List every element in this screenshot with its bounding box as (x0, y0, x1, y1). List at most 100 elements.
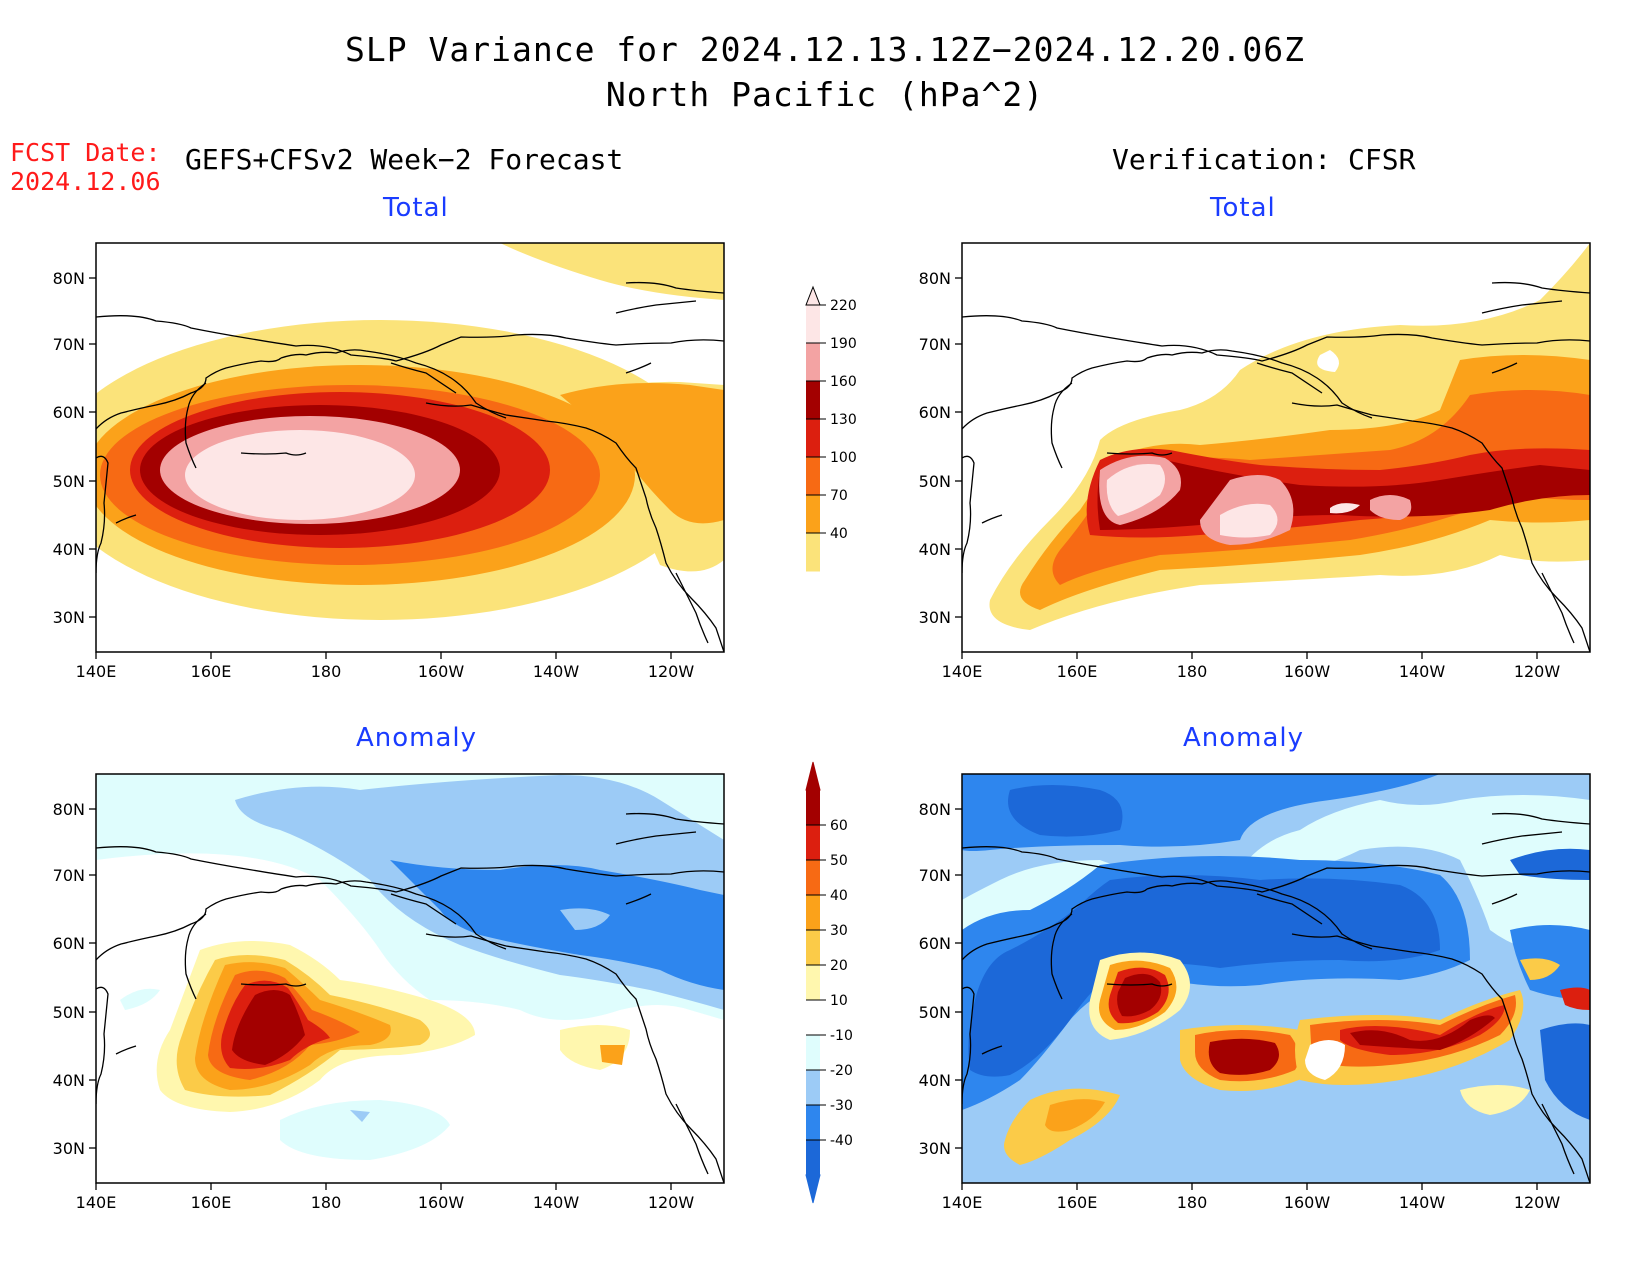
colorbar-label: 220 (830, 298, 857, 314)
fcst-label: FCST Date: (10, 138, 161, 167)
lon-tick-label: 160W (418, 662, 465, 681)
forecast-header: GEFS+CFSv2 Week−2 Forecast (185, 143, 624, 176)
colorbar-swatch (806, 305, 820, 343)
colorbar-swatch (806, 381, 820, 419)
lon-tick-label: 180 (1177, 662, 1208, 681)
lat-tick-label: 70N (53, 335, 85, 354)
lat-tick-label: 80N (53, 800, 85, 819)
colorbar-swatch (806, 965, 820, 1000)
main-subtitle: North Pacific (hPa^2) (605, 75, 1045, 114)
lat-tick-label: 70N (919, 866, 951, 885)
colorbar-arrow-top (805, 285, 821, 306)
lon-tick-label: 120W (1514, 662, 1561, 681)
lon-tick-label: 140W (533, 662, 580, 681)
colorbar-label: 20 (830, 958, 848, 974)
forecast-anomaly-frame (95, 773, 725, 1184)
colorbar-label: 130 (830, 412, 857, 428)
verification-anomaly-frame (961, 773, 1591, 1184)
colorbar-swatch (806, 825, 820, 860)
colorbar-arrow-bottom (805, 1174, 821, 1204)
lon-tick-label: 160W (1284, 1193, 1331, 1212)
lon-tick-label: 180 (311, 1193, 342, 1212)
lon-tick-label: 160E (1057, 662, 1098, 681)
lon-tick-label: 160E (191, 662, 232, 681)
lon-tick-label: 160W (418, 1193, 465, 1212)
colorbar-swatch (806, 895, 820, 930)
lat-tick-label: 50N (919, 472, 951, 491)
verification-total-frame (961, 242, 1591, 653)
lat-tick-label: 60N (53, 934, 85, 953)
verification-anomaly-map (962, 774, 1590, 1183)
colorbar-label: 160 (830, 374, 857, 390)
lon-tick-label: 140W (1399, 1193, 1446, 1212)
lon-tick-label: 140E (76, 662, 117, 681)
forecast-anomaly-map (96, 774, 724, 1183)
lon-tick-label: 140W (1399, 662, 1446, 681)
colorbar-label: 10 (830, 993, 848, 1009)
panel-subtitle-forecast-anomaly: Anomaly (356, 723, 478, 753)
panel-subtitle-verification-anomaly: Anomaly (1183, 723, 1305, 753)
axes-ticks: 30N 40N 50N 60N 70N 80N 140E 160E 180 160W 140W 120… (53, 269, 1561, 1212)
lon-tick-label: 160E (191, 1193, 232, 1212)
colorbar-arrow-top (805, 761, 821, 791)
colorbar-label: 70 (830, 488, 848, 504)
colorbar-swatch (806, 457, 820, 495)
fcst-date: 2024.12.06 (10, 167, 161, 196)
colorbar-label: 40 (830, 888, 848, 904)
colorbar-label: 30 (830, 923, 848, 939)
lon-tick-label: 120W (1514, 1193, 1561, 1212)
lat-tick-label: 40N (919, 540, 951, 559)
anomaly-colorbar: -40 -30 -20 -10 10 20 30 40 50 60 (805, 761, 853, 1204)
lat-tick-label: 40N (919, 1071, 951, 1090)
lon-tick-label: 140E (942, 662, 983, 681)
colorbar-label: 40 (830, 526, 848, 542)
lon-tick-label: 180 (311, 662, 342, 681)
lon-tick-label: 180 (1177, 1193, 1208, 1212)
colorbar-swatch (806, 1105, 820, 1140)
lat-tick-label: 70N (53, 866, 85, 885)
colorbar-swatch (806, 1070, 820, 1105)
colorbar-label: -30 (830, 1098, 853, 1114)
total-colorbar: 40 70 100 130 160 190 220 (805, 285, 857, 572)
lon-tick-label: 140E (942, 1193, 983, 1212)
lat-tick-label: 30N (53, 608, 85, 627)
lon-tick-label: 160E (1057, 1193, 1098, 1212)
lat-tick-label: 30N (919, 608, 951, 627)
colorbar-swatch (806, 1035, 820, 1070)
colorbar-label: 60 (830, 818, 848, 834)
lat-tick-label: 80N (919, 269, 951, 288)
forecast-date-label: FCST Date: 2024.12.06 (10, 138, 161, 196)
panel-subtitle-forecast-total: Total (383, 193, 449, 223)
verification-total-map (962, 243, 1590, 652)
lat-tick-label: 60N (919, 934, 951, 953)
lat-tick-label: 40N (53, 1071, 85, 1090)
colorbar-label: -40 (830, 1133, 853, 1149)
lon-tick-label: 140W (533, 1193, 580, 1212)
forecast-total-frame (95, 242, 725, 653)
lat-tick-label: 60N (53, 403, 85, 422)
verification-header: Verification: CFSR (1112, 143, 1416, 176)
main-title: SLP Variance for 2024.12.13.12Z−2024.12.… (345, 30, 1305, 69)
lat-tick-label: 80N (919, 800, 951, 819)
colorbar-swatch (806, 533, 820, 571)
colorbar-label: 100 (830, 450, 857, 466)
colorbar-swatch (806, 343, 820, 381)
lat-tick-label: 70N (919, 335, 951, 354)
colorbar-label: 190 (830, 336, 857, 352)
colorbar-swatch (806, 419, 820, 457)
colorbar-label: -10 (830, 1028, 853, 1044)
lat-tick-label: 30N (919, 1139, 951, 1158)
colorbar-swatch (806, 495, 820, 533)
colorbar-swatch (806, 1000, 820, 1035)
lon-tick-label: 120W (648, 662, 695, 681)
lon-tick-label: 160W (1284, 662, 1331, 681)
lat-tick-label: 60N (919, 403, 951, 422)
lon-tick-label: 120W (648, 1193, 695, 1212)
lat-tick-label: 40N (53, 540, 85, 559)
colorbar-swatch (806, 1140, 820, 1175)
colorbar-label: 50 (830, 853, 848, 869)
colorbar-swatch (806, 930, 820, 965)
lat-tick-label: 50N (53, 1003, 85, 1022)
lat-tick-label: 50N (919, 1003, 951, 1022)
